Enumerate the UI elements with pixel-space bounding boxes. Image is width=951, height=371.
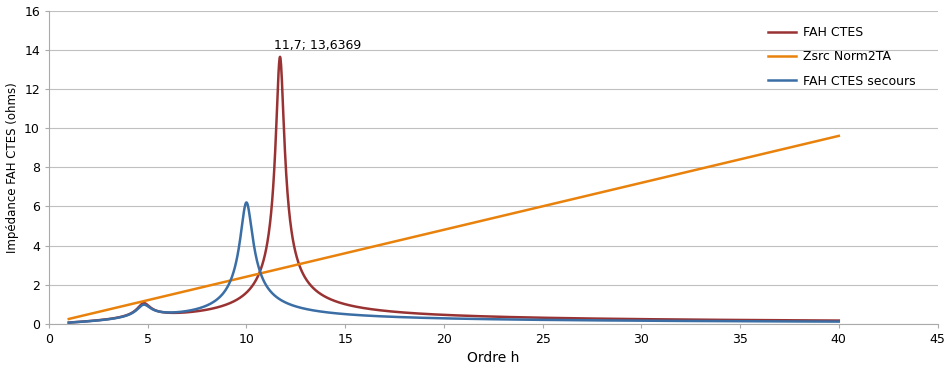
Zsrc Norm2TA	[197, 285, 208, 289]
Text: 11,7; 13,6369: 11,7; 13,6369	[274, 39, 361, 52]
Line: FAH CTES: FAH CTES	[68, 57, 839, 322]
FAH CTES	[63, 320, 74, 325]
FAH CTES secours	[63, 321, 74, 325]
FAH CTES	[151, 309, 163, 313]
Zsrc Norm2TA	[818, 137, 829, 142]
Legend: FAH CTES, Zsrc Norm2TA, FAH CTES secours: FAH CTES, Zsrc Norm2TA, FAH CTES secours	[763, 20, 922, 94]
FAH CTES	[197, 308, 208, 313]
FAH CTES	[359, 306, 370, 311]
FAH CTES secours	[833, 319, 844, 324]
FAH CTES secours	[818, 319, 829, 324]
FAH CTES	[818, 318, 829, 323]
Zsrc Norm2TA	[833, 134, 844, 138]
FAH CTES secours	[359, 313, 370, 318]
Y-axis label: Impédance FAH CTES (ohms): Impédance FAH CTES (ohms)	[6, 82, 19, 253]
Line: FAH CTES secours: FAH CTES secours	[68, 203, 839, 323]
Zsrc Norm2TA	[151, 296, 163, 300]
FAH CTES secours	[241, 200, 252, 205]
FAH CTES	[735, 318, 747, 322]
FAH CTES secours	[392, 315, 403, 319]
FAH CTES	[275, 55, 286, 59]
Zsrc Norm2TA	[392, 239, 403, 243]
Zsrc Norm2TA	[63, 317, 74, 321]
FAH CTES	[392, 310, 403, 314]
X-axis label: Ordre h: Ordre h	[467, 351, 519, 365]
FAH CTES	[833, 318, 844, 323]
FAH CTES secours	[735, 319, 747, 324]
FAH CTES secours	[151, 309, 163, 313]
Line: Zsrc Norm2TA: Zsrc Norm2TA	[68, 136, 839, 319]
FAH CTES secours	[197, 305, 208, 309]
Zsrc Norm2TA	[359, 247, 370, 251]
Zsrc Norm2TA	[735, 157, 747, 161]
